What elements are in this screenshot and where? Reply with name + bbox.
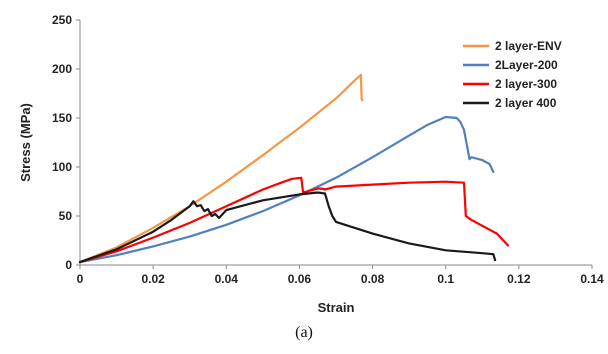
legend-label: 2Layer-200 (495, 58, 558, 72)
legend-label: 2 layer-ENV (495, 39, 562, 53)
series-lines (78, 73, 509, 264)
x-tick-label: 0.02 (141, 272, 165, 286)
figure-caption: (a) (295, 324, 313, 341)
series-line-2 (78, 115, 495, 264)
y-tick-label: 250 (52, 13, 72, 27)
x-tick-label: 0.14 (580, 272, 604, 286)
y-tick-label: 200 (52, 62, 72, 76)
x-tick-label: 0.04 (215, 272, 239, 286)
legend-label: 2 layer-300 (495, 77, 557, 91)
y-tick-label: 100 (52, 160, 72, 174)
legend-label: 2 layer 400 (495, 96, 557, 110)
legend: 2 layer-ENV 2Layer-200 2 layer-300 2 layer … (463, 39, 562, 110)
y-tick-label: 150 (52, 111, 72, 125)
axes: 0 0.02 0.04 0.06 0.08 0.1 0.12 0.14 0 50 100 150 200… (52, 13, 604, 286)
x-tick-label: 0.08 (361, 272, 385, 286)
x-tick-label: 0.06 (288, 272, 312, 286)
y-tick-label: 50 (59, 209, 73, 223)
y-tick-label: 0 (65, 258, 72, 272)
x-tick-label: 0 (77, 272, 84, 286)
series-line-3 (78, 176, 509, 264)
series-line-4 (78, 191, 497, 264)
y-axis-title: Stress (MPa) (18, 103, 33, 182)
x-axis-title: Strain (318, 300, 355, 315)
series-line-1 (78, 73, 364, 264)
x-tick-label: 0.1 (437, 272, 454, 286)
x-tick-label: 0.12 (507, 272, 531, 286)
